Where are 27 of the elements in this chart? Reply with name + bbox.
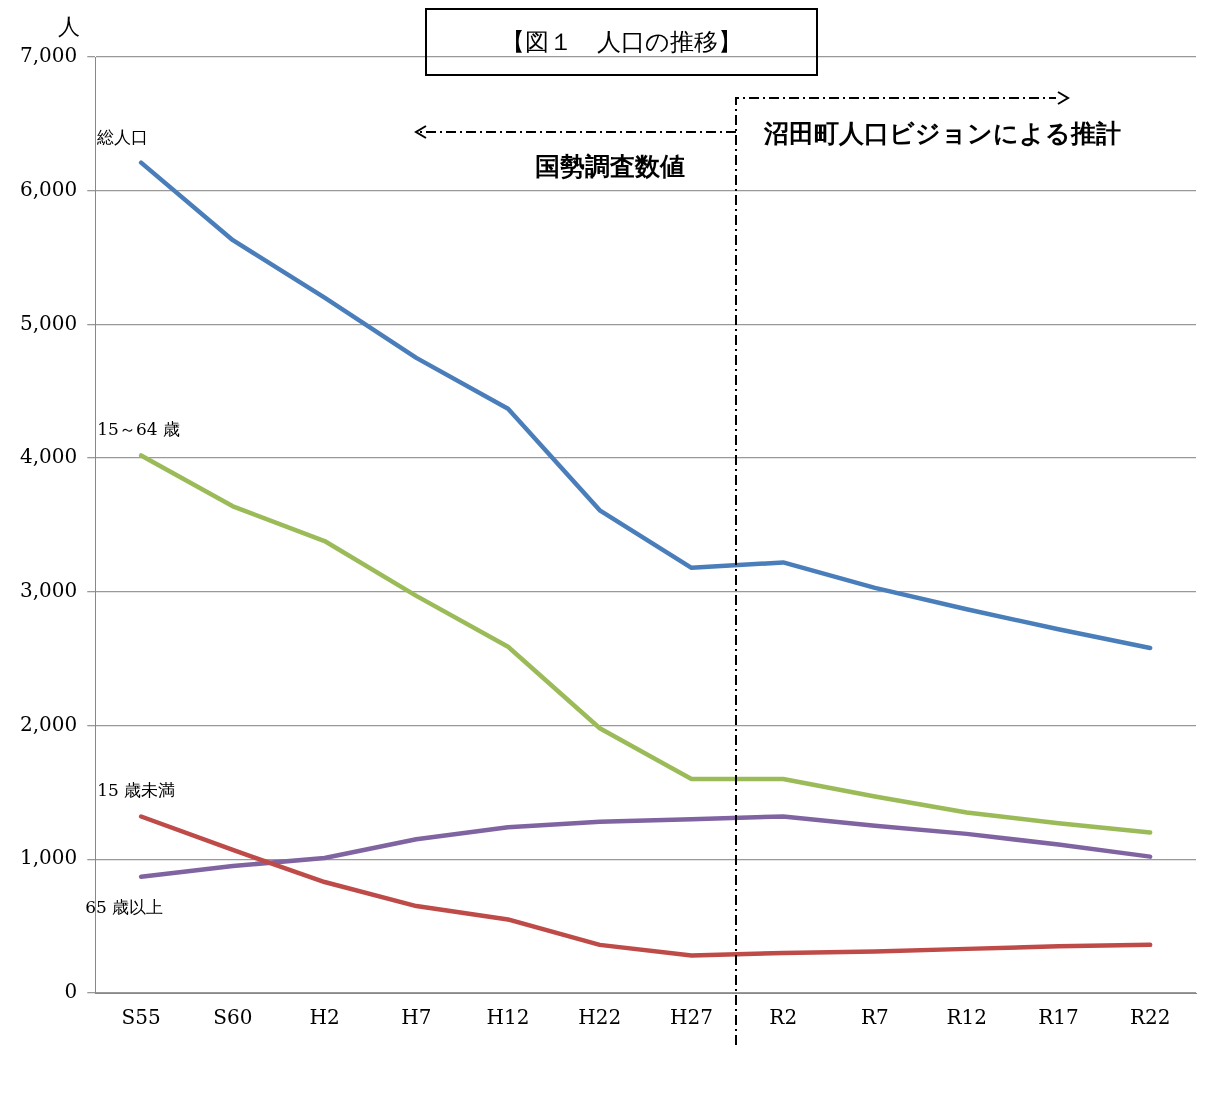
x-tick-label: H2 bbox=[309, 1005, 340, 1030]
x-tick-label: H12 bbox=[486, 1005, 530, 1030]
x-tick-label: R7 bbox=[861, 1005, 889, 1030]
y-tick-label: 4,000 bbox=[19, 444, 78, 469]
y-tick-label: 2,000 bbox=[19, 711, 78, 736]
y-tick-label: 0 bbox=[64, 979, 78, 1004]
annotation: 国勢調査数値 bbox=[535, 151, 685, 183]
x-tick-label: S55 bbox=[121, 1005, 161, 1030]
series-label: 15 歳未満 bbox=[97, 780, 176, 801]
series-label: 総人口 bbox=[96, 126, 149, 147]
x-tick-label: H27 bbox=[670, 1005, 713, 1030]
series-label: 65 歳以上 bbox=[85, 896, 164, 917]
y-axis-title: 人 bbox=[58, 13, 80, 41]
series-label: 15～64 歳 bbox=[97, 419, 180, 440]
x-tick-label: R12 bbox=[946, 1005, 987, 1030]
y-tick-label: 7,000 bbox=[19, 43, 78, 68]
x-tick-label: R22 bbox=[1129, 1005, 1171, 1030]
x-tick-label: S60 bbox=[213, 1005, 253, 1030]
x-tick-label: R17 bbox=[1038, 1005, 1079, 1030]
y-tick-label: 6,000 bbox=[19, 176, 78, 201]
x-tick-label: H7 bbox=[401, 1005, 432, 1030]
annotation: 沼田町人口ビジョンによる推計 bbox=[764, 118, 1121, 150]
x-tick-label: H22 bbox=[578, 1005, 622, 1030]
y-tick-label: 5,000 bbox=[19, 310, 78, 335]
y-tick-label: 1,000 bbox=[19, 845, 78, 870]
x-tick-label: R2 bbox=[769, 1005, 798, 1030]
y-tick-label: 3,000 bbox=[19, 578, 78, 603]
